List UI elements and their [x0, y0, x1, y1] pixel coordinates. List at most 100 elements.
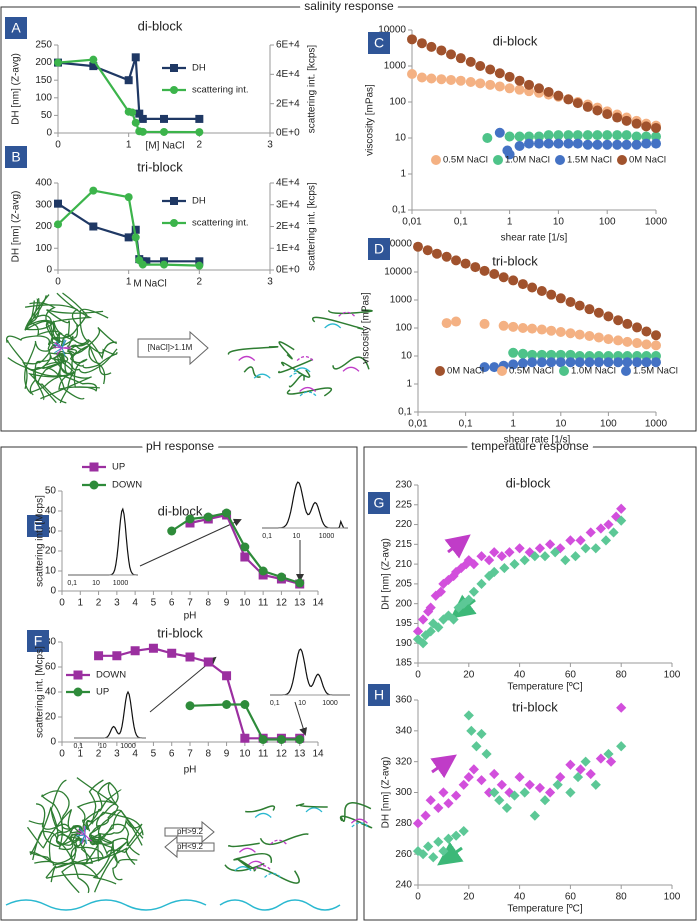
point [416, 72, 427, 83]
x-tick-label: 1 [78, 598, 84, 609]
point [465, 76, 476, 87]
point [195, 257, 204, 266]
point [536, 349, 547, 360]
point [602, 139, 613, 150]
chart-title: di-block [138, 18, 183, 33]
y-axis-label: DH [nm] (Z-avg) [11, 191, 22, 263]
y-tick-label: 100000 [379, 239, 413, 250]
y-tick-label: 205 [395, 579, 412, 590]
inset-curve [74, 690, 146, 739]
polymer-chain [46, 839, 99, 879]
x-tick-label: 12 [276, 749, 288, 760]
section-title: temperature response [471, 439, 589, 453]
core-chain [54, 347, 63, 354]
polymer-chain [76, 781, 119, 831]
x-tick-label: 0 [59, 749, 65, 760]
core-chain [84, 834, 87, 844]
point [131, 118, 140, 127]
core-chain [84, 834, 92, 842]
y2-tick-label: 4E+4 [276, 178, 300, 189]
point [651, 330, 661, 341]
point [613, 357, 624, 368]
point [295, 578, 305, 588]
point [124, 193, 133, 202]
salinity-box [0, 6, 697, 432]
annotation-arrow [149, 656, 217, 713]
point [584, 304, 595, 315]
point [553, 90, 564, 101]
point [258, 566, 268, 576]
point [138, 114, 147, 123]
inset-label: 1000 [113, 580, 129, 587]
legend-marker [73, 670, 83, 680]
point [608, 527, 619, 538]
point [416, 38, 427, 49]
point [476, 728, 487, 740]
point [438, 787, 449, 798]
point [203, 512, 213, 522]
panel-badge [368, 32, 390, 54]
annotation-arrow [430, 754, 457, 779]
point [498, 272, 509, 283]
point [425, 602, 436, 613]
x-tick-label: 4 [132, 598, 138, 609]
point [555, 771, 566, 783]
polymer-chain [327, 309, 373, 315]
y-tick-label: 100 [35, 243, 52, 254]
point [89, 62, 98, 71]
polymer-chain [224, 862, 265, 872]
point [240, 542, 250, 552]
x-tick-label: 0,01 [402, 217, 422, 228]
point [590, 779, 601, 790]
y-tick-label: 60 [45, 662, 57, 673]
x-axis-label: shear rate [1/s] [504, 435, 571, 446]
point [128, 108, 137, 117]
polymer-chain [67, 348, 106, 385]
x-tick-label: 2 [96, 749, 102, 760]
point [489, 787, 500, 798]
point [572, 138, 583, 149]
y-tick-label: 1 [400, 169, 406, 180]
y2-tick-label: 2E+4 [276, 98, 300, 109]
point [514, 140, 525, 151]
point [476, 775, 487, 786]
point [592, 105, 603, 116]
polymer-chain [66, 344, 118, 358]
point [524, 131, 535, 142]
point [446, 74, 457, 85]
point [603, 311, 614, 322]
y-tick-label: 230 [395, 480, 412, 491]
point [565, 349, 576, 360]
inset-label: 0,1 [262, 533, 272, 540]
inset-label: 0,1 [270, 700, 280, 707]
point [534, 543, 546, 554]
polymer-chain [24, 294, 61, 343]
point [417, 849, 429, 860]
point [529, 551, 540, 562]
legend-label: scattering int. [192, 85, 249, 96]
legend-label: 0M NaCl [629, 155, 666, 166]
point [574, 357, 585, 368]
x-tick-label: 0 [415, 670, 421, 681]
point [621, 139, 632, 150]
point [167, 648, 177, 658]
polymer-chain [33, 352, 68, 401]
point [616, 515, 627, 526]
point [479, 362, 490, 373]
y-tick-label: 200 [35, 221, 52, 232]
point [413, 241, 423, 252]
x-tick-label: 100 [599, 217, 616, 228]
point [622, 357, 633, 368]
polymer-chain [50, 840, 93, 883]
inset-curve [262, 481, 348, 529]
point [496, 779, 507, 790]
y-tick-label: 30 [45, 526, 57, 537]
y-tick-label: 225 [395, 499, 412, 510]
point [475, 61, 486, 71]
point [603, 334, 614, 345]
polymer-chain [85, 779, 104, 830]
point [479, 318, 490, 329]
inset-label: 10 [92, 580, 100, 587]
diagrams: [NaCl]>1.1M pH>9.2 pH<9.2 [5, 292, 373, 911]
point [536, 285, 547, 296]
